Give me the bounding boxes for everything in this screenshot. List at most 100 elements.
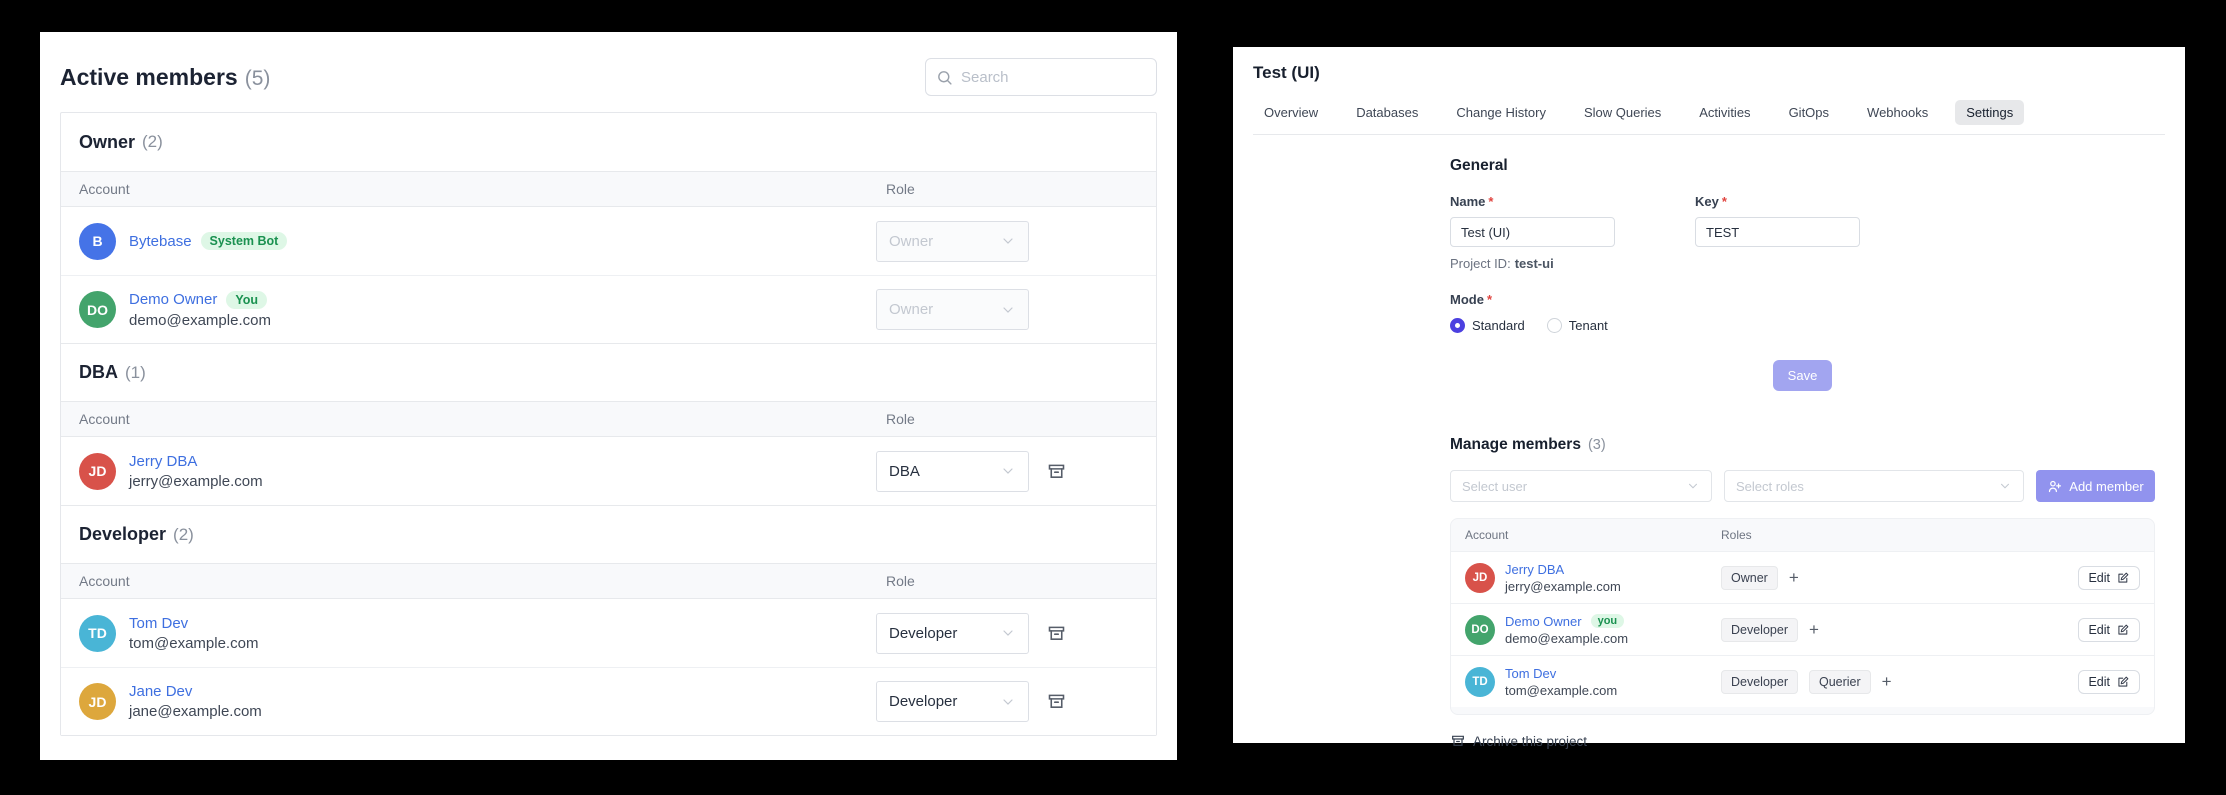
key-label: Key *: [1695, 194, 1860, 209]
name-required-marker: *: [1488, 194, 1494, 209]
members-card: Owner (2) Account Role B Bytebase System Bot Ow…: [60, 112, 1157, 736]
edit-pencil-icon: [2116, 571, 2130, 585]
group-table-header: Account Role: [61, 171, 1156, 207]
member-name-link[interactable]: Jerry DBA: [129, 452, 198, 470]
member-row: JD Jerry DBA jerry@example.com DBA: [61, 437, 1156, 505]
mode-required-marker: *: [1486, 292, 1493, 307]
member-badge: You: [226, 290, 268, 309]
role-select[interactable]: Developer: [876, 681, 1029, 722]
archive-icon: [1450, 733, 1466, 749]
active-members-panel: Active members(5) Owner (2) Account Role B By…: [40, 32, 1177, 760]
key-input[interactable]: [1695, 217, 1860, 247]
active-members-title: Active members: [60, 63, 238, 90]
edit-member-button[interactable]: Edit: [2078, 669, 2140, 694]
radio-selected-icon: [1450, 318, 1465, 333]
tab-overview[interactable]: Overview: [1264, 105, 1319, 120]
edit-pencil-icon: [2116, 675, 2130, 689]
role-tag: Developer: [1721, 617, 1798, 642]
select-user-dropdown[interactable]: Select user: [1450, 470, 1712, 502]
search-icon: [936, 69, 953, 86]
account-cell: TD Tom Dev tom@example.com: [1465, 666, 1721, 698]
member-badge: you: [1590, 614, 1625, 628]
key-label-text: Key: [1695, 194, 1719, 209]
account-name-line: Demo Owner you: [1505, 614, 1628, 629]
save-button[interactable]: Save: [1772, 360, 1833, 391]
remove-member-button[interactable]: [1046, 461, 1067, 482]
roles-column-header: Roles: [1721, 528, 1752, 542]
member-name-link[interactable]: Demo Owner: [1505, 613, 1582, 629]
edit-label: Edit: [2088, 674, 2110, 689]
tab-webhooks[interactable]: Webhooks: [1867, 105, 1929, 120]
archive-project-link[interactable]: Archive this project: [1450, 733, 2155, 749]
avatar: TD: [79, 614, 116, 652]
account-text: Jane Dev jane@example.com: [129, 683, 262, 720]
avatar: DO: [1465, 614, 1495, 645]
tab-gitops[interactable]: GitOps: [1788, 105, 1830, 120]
member-name-link[interactable]: Tom Dev: [1505, 665, 1557, 681]
chevron-down-icon: [1000, 625, 1016, 641]
edit-label: Edit: [2088, 570, 2110, 585]
search-box[interactable]: [925, 58, 1157, 96]
account-text: Tom Dev tom@example.com: [129, 615, 258, 652]
role-column-header: Role: [886, 411, 915, 427]
add-role-button[interactable]: +: [1808, 619, 1819, 639]
select-roles-dropdown[interactable]: Select roles: [1724, 470, 2024, 502]
member-name-link[interactable]: Jane Dev: [129, 683, 193, 700]
chevron-down-icon: [1686, 479, 1700, 493]
role-tag: Owner: [1721, 565, 1778, 590]
add-member-button[interactable]: Add member: [2036, 470, 2155, 502]
role-cell: Owner: [876, 289, 1138, 330]
role-select[interactable]: DBA: [876, 450, 1029, 492]
add-role-button[interactable]: +: [1788, 567, 1799, 587]
mode-radio-standard[interactable]: Standard: [1450, 318, 1525, 333]
project-id-line: Project ID: test-ui: [1450, 256, 1615, 271]
account-column-header: Account: [1465, 528, 1509, 542]
save-row: Save: [1450, 360, 2155, 391]
roles-cell: Developer +: [1721, 617, 2078, 642]
tab-settings[interactable]: Settings: [1955, 100, 2025, 125]
search-input[interactable]: [961, 68, 1146, 86]
account-column-header: Account: [79, 411, 130, 427]
member-row: DO Demo Owner You demo@example.com Owner: [61, 275, 1156, 343]
role-select[interactable]: Developer: [876, 612, 1029, 654]
account-cell: DO Demo Owner You demo@example.com: [79, 290, 876, 329]
name-input[interactable]: [1450, 217, 1615, 247]
group-header: Developer (2): [61, 505, 1156, 563]
member-group-developer: Developer (2) Account Role TD Tom Dev tom@exam…: [61, 505, 1156, 735]
account-column-header: Account: [79, 181, 130, 197]
edit-member-button[interactable]: Edit: [2078, 565, 2140, 590]
avatar: JD: [79, 683, 116, 720]
role-cell: Developer: [876, 612, 1138, 654]
role-select-value: DBA: [889, 462, 920, 480]
account-name-line: Tom Dev: [1505, 666, 1617, 681]
mode-label: Mode *: [1450, 292, 1615, 307]
archive-icon: [1046, 691, 1067, 712]
tab-activities[interactable]: Activities: [1699, 105, 1751, 120]
account-cell: B Bytebase System Bot: [79, 222, 876, 260]
key-field-group: Key *: [1695, 194, 1860, 333]
remove-member-button[interactable]: [1046, 623, 1067, 644]
members-table: Account Roles JD Jerry DBA jerry@example.c…: [1450, 518, 2155, 715]
page-title: Active members (5): [60, 64, 270, 91]
account-text: Bytebase System Bot: [129, 232, 288, 250]
member-group-owner: Owner (2) Account Role B Bytebase System Bot Ow…: [61, 113, 1156, 343]
add-role-button[interactable]: +: [1881, 671, 1892, 691]
member-name-link[interactable]: Demo Owner: [129, 291, 218, 308]
edit-member-button[interactable]: Edit: [2078, 617, 2140, 642]
group-name: Owner: [79, 131, 136, 152]
account-text: Demo Owner You demo@example.com: [129, 290, 271, 329]
account-cell: DO Demo Owner you demo@example.com: [1465, 614, 1721, 646]
tab-databases[interactable]: Databases: [1356, 105, 1419, 120]
avatar: TD: [1465, 666, 1495, 697]
member-name-link[interactable]: Bytebase: [129, 232, 192, 250]
tab-change-history[interactable]: Change History: [1456, 105, 1546, 120]
general-form-row: Name* Project ID:test-ui Mode* StandardT…: [1450, 194, 2155, 333]
mode-radio-tenant[interactable]: Tenant: [1546, 318, 1608, 333]
account-name-line: Jerry DBA: [1505, 562, 1621, 577]
member-name-link[interactable]: Jerry DBA: [1505, 561, 1565, 577]
member-name-link[interactable]: Tom Dev: [129, 614, 189, 632]
tab-slow-queries[interactable]: Slow Queries: [1583, 105, 1662, 120]
group-count: (2): [173, 524, 194, 544]
add-member-label: Add member: [2069, 478, 2144, 494]
remove-member-button[interactable]: [1046, 691, 1067, 712]
